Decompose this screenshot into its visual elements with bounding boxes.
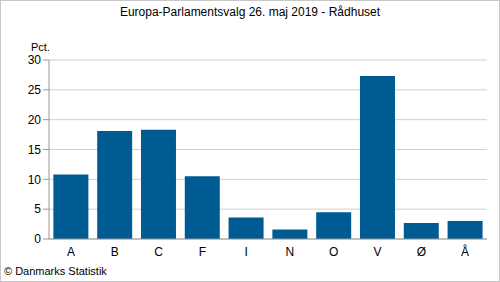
svg-text:O: O — [329, 245, 338, 259]
html-text:Pct.: Pct. — [31, 41, 50, 53]
svg-text:20: 20 — [28, 113, 42, 127]
svg-text:F: F — [199, 245, 206, 259]
svg-text:5: 5 — [34, 202, 41, 216]
svg-text:30: 30 — [28, 53, 42, 67]
svg-text:15: 15 — [28, 143, 42, 157]
svg-text:N: N — [286, 245, 295, 259]
svg-text:I: I — [244, 245, 247, 259]
svg-text:0: 0 — [34, 232, 41, 246]
html-text:© Danmarks Statistik: © Danmarks Statistik — [4, 265, 107, 277]
svg-text:Å: Å — [461, 244, 469, 259]
svg-text:25: 25 — [28, 83, 42, 97]
svg-text:10: 10 — [28, 173, 42, 187]
svg-text:B: B — [111, 245, 119, 259]
html-text:Europa-Parlamentsvalg 26. maj: Europa-Parlamentsvalg 26. maj 2019 - Råd… — [119, 5, 381, 19]
svg-text:Ø: Ø — [417, 245, 426, 259]
svg-text:A: A — [67, 245, 75, 259]
svg-text:C: C — [154, 245, 163, 259]
svg-text:V: V — [373, 245, 381, 259]
